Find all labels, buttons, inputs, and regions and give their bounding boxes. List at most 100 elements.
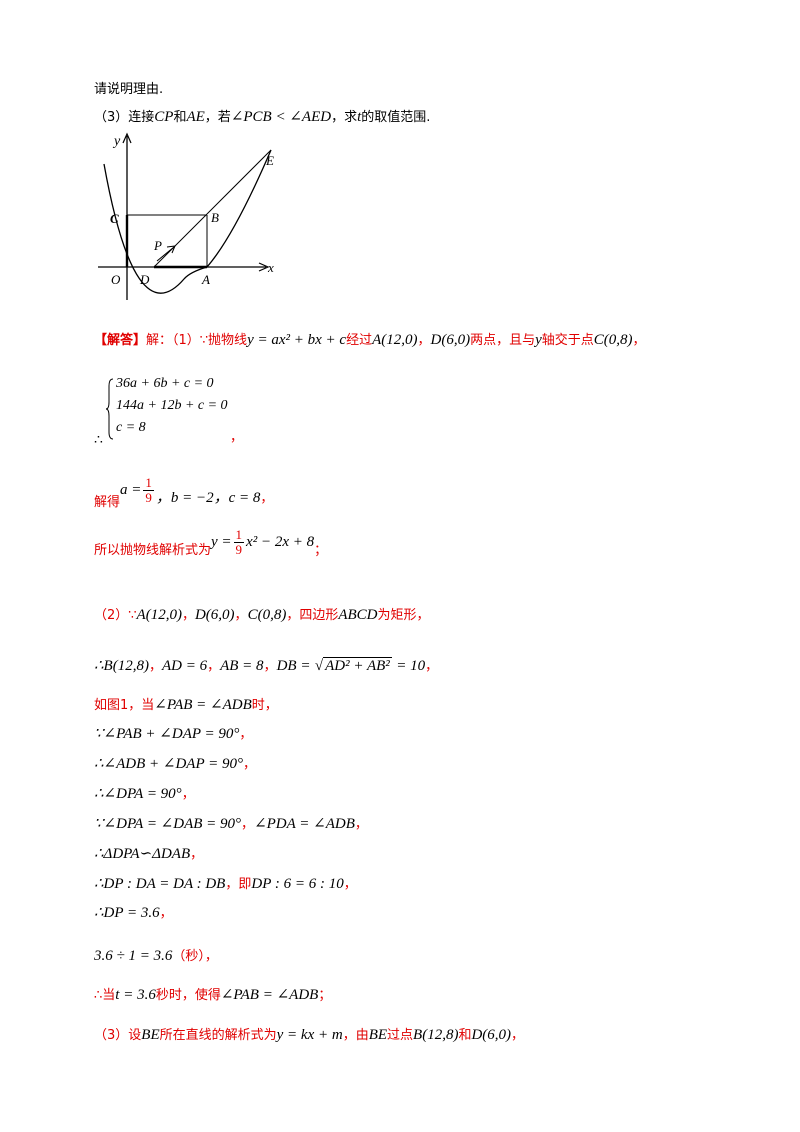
- label-C: C: [110, 211, 119, 226]
- p2-AD: AD = 6: [161, 658, 208, 674]
- q3-t: t: [357, 109, 362, 125]
- question-3: （3）连接CP和AE，若∠PCB < ∠AED，求t的取值范围.: [94, 107, 430, 128]
- p2-l8-similar: ∴ΔDPA∽ΔDAB: [94, 846, 191, 862]
- label-y: y: [112, 134, 121, 149]
- answer-pass: 经过: [346, 333, 373, 348]
- q3-condition: ∠PCB < ∠AED: [230, 109, 332, 125]
- answer-part1-line: 【解答】解：（1）∵抛物线y = ax² + bx + c经过A(12,0)，D…: [94, 330, 646, 351]
- q3-suffix: 的取值范围.: [361, 110, 431, 125]
- p2-l12-mid: 秒时，使得: [155, 988, 221, 1003]
- p2-l12-pre: ∴当: [94, 988, 116, 1003]
- p2-l12-condition: ∠PAB = ∠ADB: [220, 987, 319, 1003]
- p2-l9-ratio: ∴DP : DA = DA : DB: [94, 876, 226, 892]
- left-brace: [106, 378, 114, 440]
- result-line: 所以抛物线解析式为y = 1 9 x² − 2x + 8；: [94, 524, 327, 564]
- result-label: 所以抛物线解析式为: [94, 543, 212, 558]
- p3-point-B: B(12,8): [413, 1027, 459, 1043]
- p3-mid3: 过点: [387, 1028, 414, 1043]
- equation-1: 36a + 6b + c = 0: [116, 376, 214, 391]
- p2-AB: AB = 8: [220, 658, 264, 674]
- point-P-arrow-head: [166, 245, 176, 254]
- intro-line: 请说明理由.: [94, 82, 164, 97]
- q3-mid: ，求: [331, 110, 358, 125]
- p2-abcd: ABCD: [338, 607, 378, 623]
- p2-point-A: A(12,0): [136, 607, 182, 623]
- p3-mid1: 所在直线的解析式为: [159, 1028, 277, 1043]
- b-value: ，b = −2: [155, 490, 214, 506]
- part2-line8: ∴ΔDPA∽ΔDAB，: [94, 844, 203, 865]
- part2-line6: ∴∠DPA = 90°，: [94, 784, 195, 805]
- answer-comma1: ，: [417, 333, 431, 348]
- p2-l10-comma: ，: [159, 906, 173, 921]
- p2-DB-post: = 10: [396, 658, 426, 674]
- p2-l11-division: 3.6 ÷ 1 = 3.6: [94, 948, 173, 964]
- parabola-equation: y = ax² + bx + c: [247, 332, 347, 348]
- p2-l2-comma-d: ，: [425, 659, 439, 674]
- q3-and: 和: [173, 110, 187, 125]
- label-E: E: [265, 153, 274, 168]
- p2-l3-pre: 如图1，当: [94, 698, 155, 713]
- q3-prefix: （3）连接: [94, 110, 155, 125]
- q3-cond-prefix: ，若: [204, 110, 231, 125]
- result-denominator: 9: [235, 542, 243, 557]
- p2-point-C: C(0,8): [247, 607, 287, 623]
- p2-l2-comma-a: ，: [148, 659, 162, 674]
- result-rest: x² − 2x + 8: [246, 534, 315, 550]
- label-O: O: [111, 272, 121, 287]
- p2-l11-comma: ，: [204, 949, 218, 964]
- q3-ae: AE: [186, 109, 205, 125]
- p3-line-equation: y = kx + m: [276, 1027, 343, 1043]
- p2-comma-a: ，: [181, 608, 195, 623]
- a-denominator: 9: [145, 490, 152, 505]
- label-A: A: [201, 272, 210, 287]
- p2-point-D: D(6,0): [194, 607, 235, 623]
- p2-l9-ratio2: DP : 6 = 6 : 10: [251, 876, 344, 892]
- y-axis-var: y: [535, 332, 542, 348]
- p3-be2: BE: [368, 1027, 388, 1043]
- answer-two-points: 两点，且与: [470, 333, 536, 348]
- point-C: C(0,8): [593, 332, 633, 348]
- part2-line11: 3.6 ÷ 1 = 3.6（秒），: [94, 946, 218, 967]
- q3-cp: CP: [154, 109, 174, 125]
- part2-line3: 如图1，当∠PAB = ∠ADB时，: [94, 695, 278, 716]
- part2-line1: （2）∵A(12,0)，D(6,0)，C(0,8)，四边形ABCD为矩形，: [94, 605, 430, 626]
- part2-line9: ∴DP : DA = DA : DB，即DP : 6 = 6 : 10，: [94, 874, 357, 895]
- p2-prefix: （2）∵: [94, 608, 137, 623]
- p2-l9-ji: 即: [238, 877, 252, 892]
- c-comma: ，: [260, 491, 274, 506]
- c-value: ，c = 8: [213, 490, 261, 506]
- p2-l7-comma1: ，: [241, 817, 255, 832]
- p2-l2-comma-c: ，: [263, 659, 277, 674]
- p2-l12-t: t = 3.6: [115, 987, 156, 1003]
- p2-l6-comma: ，: [181, 787, 195, 802]
- p3-point-D: D(6,0): [471, 1027, 512, 1043]
- p2-l7-comma2: ，: [354, 817, 368, 832]
- radicand: AD² + AB²: [323, 657, 392, 674]
- part2-line7: ∵∠DPA = ∠DAB = 90°，∠PDA = ∠ADB，: [94, 814, 368, 835]
- p2-l9-comma2: ，: [343, 877, 357, 892]
- result-y-equals: y =: [211, 534, 232, 550]
- radical-sign: √: [314, 658, 324, 674]
- p2-l4-comma: ，: [239, 727, 253, 742]
- label-x: x: [267, 260, 274, 275]
- p2-l9-comma1: ，: [225, 877, 239, 892]
- label-B: B: [211, 210, 219, 225]
- p2-comma-b: ，: [234, 608, 248, 623]
- p2-l12-post: ；: [318, 988, 332, 1003]
- p3-mid2: ，由: [342, 1028, 369, 1043]
- result-numerator: 1: [233, 527, 245, 543]
- p2-comma-c: ，: [286, 608, 300, 623]
- a-equals: a =: [120, 482, 142, 498]
- p2-l6-eq: ∴∠DPA = 90°: [94, 786, 182, 802]
- p3-and: 和: [458, 1028, 472, 1043]
- p2-l2-comma-b: ，: [207, 659, 221, 674]
- answer-comma2: ，: [632, 333, 646, 348]
- point-P-arrow-shaft: [156, 246, 175, 262]
- part2-line2: ∴B(12,8)，AD = 6，AB = 8，DB = √ AD² + AB² =…: [94, 656, 438, 677]
- x-axis-arrow: [258, 262, 270, 272]
- p2-B: ∴B(12,8): [94, 658, 149, 674]
- answer-meet: 轴交于点: [541, 333, 594, 348]
- p2-text: 四边形: [299, 608, 339, 623]
